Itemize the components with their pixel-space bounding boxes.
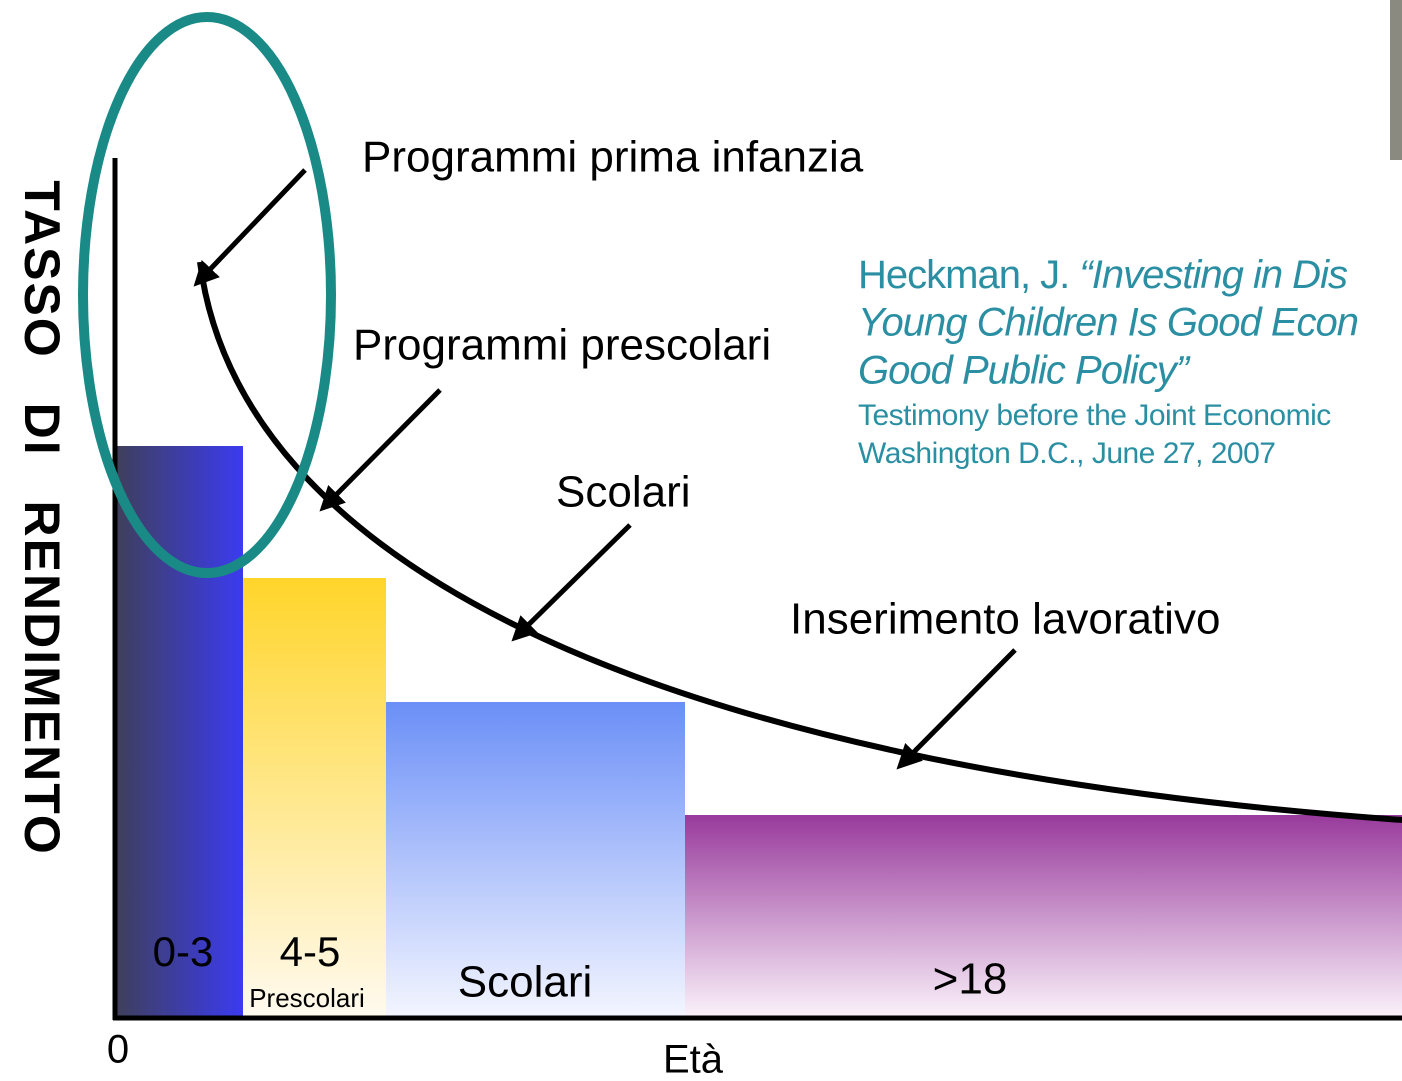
annotation: Programmi prima infanzia [362,133,864,182]
citation-title: Good Public Policy” [858,349,1191,393]
annotation: Programmi prescolari [353,321,771,370]
bar [117,446,243,1018]
annotation: Scolari [556,468,691,517]
bar [243,578,386,1018]
x-origin-label: 0 [107,1028,129,1072]
bar [685,815,1402,1018]
bar-label: >18 [933,955,1008,1004]
highlight-ellipse [78,12,336,578]
citation-author: Heckman, J. [858,253,1079,297]
x-axis-label: Età [663,1038,724,1081]
citation-title: Young Children Is Good Econ [858,301,1358,345]
bar-label: 0-3 [153,928,214,975]
arrow [193,168,307,287]
citation-note: Testimony before the Joint Economic [858,399,1331,432]
arrow [511,523,632,642]
arrow [319,388,442,512]
bar-label: Scolari [458,958,593,1007]
arrow [896,648,1017,770]
citation-note: Washington D.C., June 27, 2007 [858,437,1275,470]
bar-sublabel: Prescolari [249,983,365,1013]
bar-label: 4-5 [280,928,341,975]
edge-photo [1390,0,1402,160]
y-axis-label: TASSO DI RENDIMENTO [14,180,70,856]
bar [386,702,685,1018]
citation: Heckman, J. “Investing in Dis [858,253,1348,297]
annotation: Inserimento lavorativo [790,595,1220,644]
citation-title: “Investing in Dis [1079,253,1348,297]
